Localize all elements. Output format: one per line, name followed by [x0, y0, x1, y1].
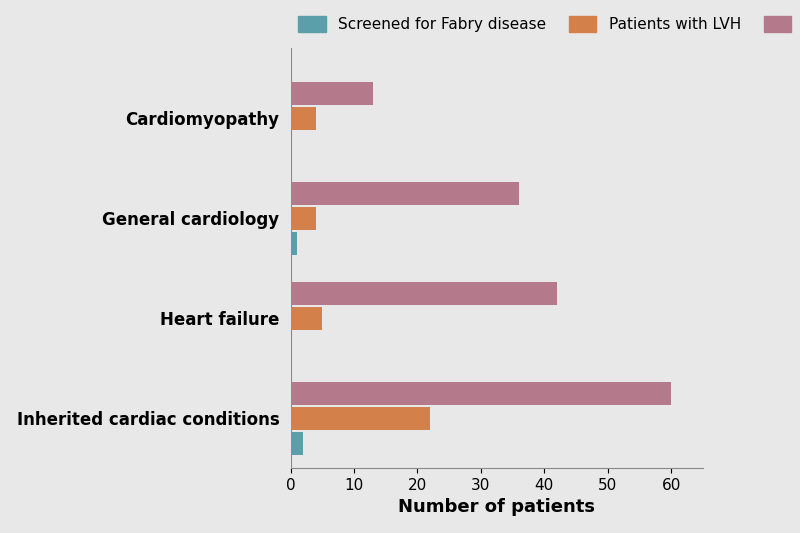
Bar: [290, 207, 316, 230]
Bar: [290, 232, 297, 255]
X-axis label: Number of patients: Number of patients: [398, 498, 595, 516]
Bar: [290, 432, 303, 455]
Bar: [290, 306, 322, 330]
Bar: [290, 82, 373, 105]
Bar: [290, 407, 430, 430]
Bar: [290, 182, 519, 205]
Bar: [290, 382, 671, 405]
Bar: [290, 282, 557, 305]
Legend: Screened for Fabry disease, Patients with LVH, Total number of patients: Screened for Fabry disease, Patients wit…: [298, 17, 800, 33]
Bar: [290, 107, 316, 130]
